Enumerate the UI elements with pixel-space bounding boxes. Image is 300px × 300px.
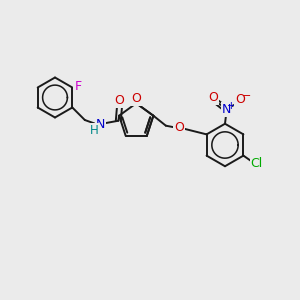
Text: O: O <box>235 93 245 106</box>
Text: O: O <box>208 91 218 104</box>
Text: N: N <box>222 103 231 116</box>
Text: O: O <box>174 121 184 134</box>
Text: −: − <box>242 91 251 101</box>
Text: O: O <box>115 94 124 107</box>
Text: N: N <box>96 118 105 130</box>
Text: +: + <box>227 101 236 111</box>
Text: F: F <box>74 80 81 93</box>
Text: H: H <box>90 124 98 137</box>
Text: Cl: Cl <box>250 158 263 170</box>
Text: O: O <box>131 92 141 105</box>
